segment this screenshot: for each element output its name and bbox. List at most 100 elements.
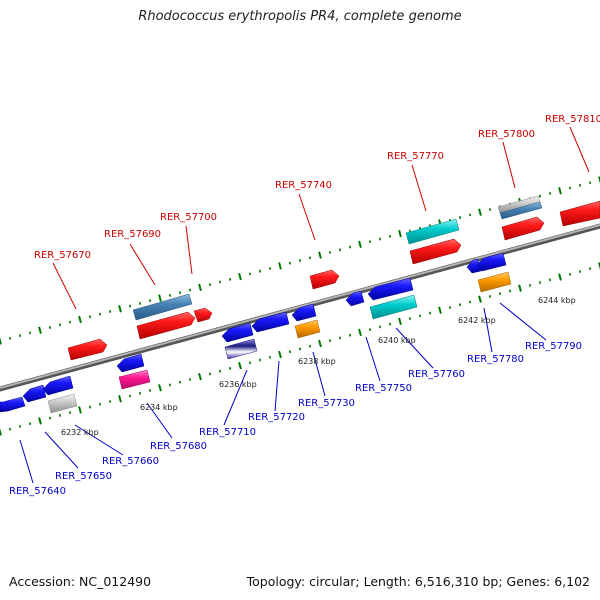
reverse-minor-tick	[298, 347, 302, 351]
forward-minor-tick	[228, 277, 232, 281]
gene-arrow-rer-57650[interactable]	[22, 384, 47, 403]
forward-major-tick	[598, 176, 600, 184]
gene-label-rer-57660[interactable]: RER_57660	[102, 456, 159, 467]
forward-minor-tick	[588, 181, 592, 185]
ruler-labels: 6232 kbp 6234 kbp 6236 kbp 6238 kbp 6240…	[61, 296, 576, 437]
reverse-major-tick	[38, 417, 42, 425]
gene-arrow-rer-57680-pink[interactable]	[118, 369, 151, 390]
gene-label-rer-57640[interactable]: RER_57640	[9, 486, 66, 497]
gene-arrow-rer-57790-orange[interactable]	[477, 271, 512, 293]
gene-arrow-rer-57800-red[interactable]	[501, 216, 545, 241]
reverse-minor-tick	[268, 355, 272, 359]
gene-arrow-rer-57790[interactable]	[476, 252, 507, 272]
gene-arrow-rer-57690-red[interactable]	[136, 311, 196, 340]
reverse-minor-tick	[498, 292, 502, 296]
gene-arrow-rer-57660-grey[interactable]	[47, 393, 78, 414]
gene-arrow-rer-57750[interactable]	[345, 290, 365, 307]
gene-label-rer-57730[interactable]: RER_57730	[298, 398, 355, 409]
forward-minor-tick	[168, 293, 172, 297]
gene-arrow-rer-57810[interactable]	[559, 200, 600, 227]
forward-minor-tick	[178, 291, 182, 295]
reverse-minor-tick	[288, 350, 292, 354]
reverse-minor-tick	[88, 405, 92, 409]
reverse-minor-tick	[378, 325, 382, 329]
reverse-minor-tick	[98, 402, 102, 406]
gene-arrow-rer-57690[interactable]	[132, 293, 193, 321]
reverse-minor-tick	[148, 389, 152, 392]
forward-major-tick	[398, 230, 402, 238]
gene-arrow-rer-57730[interactable]	[291, 303, 317, 322]
forward-minor-tick	[138, 301, 142, 305]
gene-arrow-rer-57680[interactable]	[116, 353, 145, 373]
forward-genes-inner	[67, 200, 600, 361]
gene-label-rer-57690[interactable]: RER_57690	[104, 229, 161, 240]
genome-summary-text: Topology: circular; Length: 6,516,310 bp…	[246, 574, 590, 589]
reverse-major-tick	[278, 350, 282, 359]
ruler-label-6236: 6236 kbp	[219, 380, 257, 389]
gene-arrow-rer-57710-navy[interactable]	[224, 338, 258, 360]
forward-minor-tick	[328, 250, 332, 254]
leader-rer-57710	[223, 369, 248, 426]
reverse-minor-tick	[388, 322, 392, 326]
reverse-major-tick	[558, 273, 562, 281]
gene-arrow-rer-57670[interactable]	[67, 338, 108, 361]
gene-label-rer-57700[interactable]: RER_57700	[160, 212, 217, 223]
gene-label-rer-57740[interactable]: RER_57740	[275, 180, 332, 191]
gene-arrow-rer-57730-orange[interactable]	[294, 319, 321, 339]
reverse-minor-tick	[328, 339, 332, 343]
reverse-major-tick	[478, 295, 482, 303]
reverse-minor-tick	[108, 400, 112, 404]
gene-label-rer-57780[interactable]: RER_57780	[467, 354, 524, 365]
reverse-minor-tick	[408, 317, 412, 321]
gene-arrow-rer-57700[interactable]	[193, 307, 213, 323]
reverse-minor-tick	[588, 267, 592, 271]
gene-label-rer-57680[interactable]: RER_57680	[150, 441, 207, 452]
gene-label-rer-57790[interactable]: RER_57790	[525, 341, 582, 352]
forward-minor-tick	[268, 267, 272, 271]
reverse-minor-tick	[538, 281, 542, 285]
reverse-minor-tick	[28, 422, 32, 426]
leader-rer-57730	[312, 351, 326, 397]
reverse-minor-tick	[368, 328, 372, 332]
gene-arrow-rer-57710[interactable]	[221, 322, 254, 343]
leader-rer-57690	[129, 243, 156, 286]
forward-major-tick	[38, 326, 42, 334]
gene-arrow-rer-57740[interactable]	[309, 269, 340, 290]
reverse-major-tick	[598, 262, 600, 270]
gene-arrow-rer-57660[interactable]	[42, 375, 74, 396]
forward-minor-tick	[368, 240, 372, 244]
ruler-label-6244: 6244 kbp	[538, 296, 576, 305]
forward-major-tick	[278, 262, 282, 270]
gene-label-rer-57760[interactable]: RER_57760	[408, 369, 465, 380]
gene-label-rer-57670[interactable]: RER_57670	[34, 250, 91, 261]
gene-label-rer-57710[interactable]: RER_57710	[199, 427, 256, 438]
forward-minor-tick	[548, 191, 552, 195]
gene-label-rer-57750[interactable]: RER_57750	[355, 383, 412, 394]
forward-minor-tick	[128, 304, 132, 308]
leader-rer-57790	[499, 302, 547, 341]
ruler-label-6234: 6234 kbp	[140, 403, 178, 412]
gene-label-rer-57800[interactable]: RER_57800	[478, 129, 535, 140]
gene-arrow-rer-57640[interactable]	[0, 396, 26, 413]
ruler-label-6232: 6232 kbp	[61, 428, 99, 437]
gene-arrow-rer-57760[interactable]	[367, 277, 414, 301]
forward-major-tick	[198, 283, 202, 291]
gene-label-rer-57770[interactable]: RER_57770	[387, 151, 444, 162]
gene-arrow-rer-57760-cyan[interactable]	[369, 294, 418, 320]
gene-label-rer-57720[interactable]: RER_57720	[248, 412, 305, 423]
forward-major-tick	[318, 251, 322, 259]
gene-arrow-rer-57770-red[interactable]	[409, 238, 462, 265]
gene-arrow-rer-57800b[interactable]	[499, 201, 543, 220]
gene-arrow-rer-57770[interactable]	[405, 218, 460, 245]
forward-minor-tick	[458, 216, 462, 220]
leader-rer-57640	[19, 439, 34, 484]
reverse-major-tick	[398, 317, 402, 325]
forward-minor-tick	[568, 186, 572, 190]
reverse-minor-tick	[528, 283, 532, 287]
reverse-minor-tick	[308, 344, 312, 348]
gene-label-rer-57810[interactable]: RER_57810	[545, 114, 600, 125]
gene-label-rer-57650[interactable]: RER_57650	[55, 471, 112, 482]
reverse-major-tick	[238, 361, 242, 370]
gene-arrow-rer-57720[interactable]	[251, 311, 290, 333]
